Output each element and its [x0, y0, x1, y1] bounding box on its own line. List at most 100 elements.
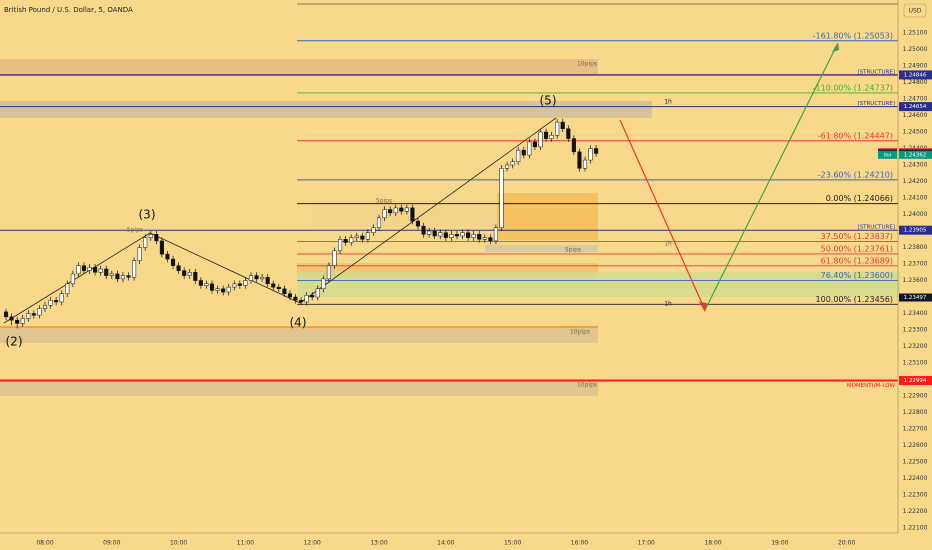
candle-body [365, 232, 370, 240]
candle-body [560, 121, 565, 129]
zone-label: 5pips [127, 227, 143, 234]
structure-label: [STRUCTURE] [857, 225, 895, 231]
candle-body [209, 283, 215, 291]
candle-body [388, 209, 393, 214]
y-tick-label: 1.23300 [903, 327, 928, 334]
y-tick-label: 1.23600 [903, 277, 928, 284]
wave-label: (5) [540, 94, 557, 108]
fib-label: 100.00% (1.23456) [816, 295, 893, 304]
x-tick-label: 11:00 [237, 540, 254, 547]
candle-body [538, 131, 543, 148]
fib-label: 37.50% (1.23837) [821, 232, 893, 241]
x-tick-label: 20:00 [838, 540, 855, 547]
candle-body [482, 237, 487, 240]
x-tick-label: 10:00 [170, 540, 187, 547]
zone [497, 193, 598, 240]
candle-body [254, 275, 259, 280]
candle-body [165, 253, 170, 260]
candle-body [354, 235, 359, 238]
candle-body [237, 283, 242, 286]
candle-body [59, 293, 64, 303]
candles [3, 118, 599, 329]
structure-badge [899, 225, 932, 235]
structure-badge-text: 1.24654 [904, 104, 927, 110]
candle-body [555, 121, 560, 136]
candle-body [349, 237, 354, 243]
y-tick-label: 1.23100 [903, 360, 928, 367]
candle-body [376, 217, 382, 228]
price-tag [878, 150, 897, 159]
x-tick-label: 15:00 [504, 540, 521, 547]
candle-body [566, 128, 571, 139]
wave-label: (2) [6, 335, 23, 349]
candle-body [221, 288, 226, 293]
candle-body [232, 283, 237, 288]
y-tick-label: 1.22400 [903, 475, 928, 482]
price-badge [899, 293, 932, 302]
wave-label: (4) [290, 316, 307, 330]
y-tick-label: 1.24500 [903, 129, 928, 136]
y-tick-label: 1.24300 [903, 162, 928, 169]
zone-label: 10pips [577, 382, 597, 389]
candle-body [109, 273, 114, 276]
currency-box [903, 3, 927, 18]
candle-body [582, 159, 588, 169]
candle-body [532, 141, 537, 148]
candle-body [148, 234, 153, 238]
price-badge-text: 1.23497 [904, 295, 927, 301]
structure-badge [899, 70, 932, 80]
candle-body [70, 273, 75, 285]
candle-body [15, 319, 20, 324]
candle-body [37, 308, 42, 316]
chart-title: British Pound / U.S. Dollar, 5, OANDA [4, 6, 133, 14]
candle-body [549, 135, 554, 139]
structure-badge-text: 1.23905 [904, 228, 927, 234]
candle-body [415, 220, 421, 227]
candle-body [154, 234, 159, 242]
candle-body [454, 234, 460, 237]
candle-body [338, 239, 343, 252]
y-tick-label: 1.24700 [903, 96, 928, 103]
x-tick-label: 17:00 [638, 540, 655, 547]
candle-body [299, 300, 304, 303]
fib-label: 50.00% (1.23761) [821, 244, 893, 253]
candle-body [271, 283, 276, 288]
zone-label: 1h [664, 301, 672, 308]
candle-body [243, 280, 248, 286]
candle-body [410, 207, 415, 222]
candle-body [399, 207, 404, 212]
projection-down [619, 119, 706, 311]
candle-body [3, 311, 9, 318]
y-tick-label: 1.22100 [903, 525, 928, 532]
structure-badge [899, 102, 932, 112]
fib-label: -110.00% (1.24737) [813, 83, 893, 92]
candle-body [510, 161, 515, 166]
axes: 1.22100 1.22200 1.22300 1.22400 1.22500 1.226… [36, 30, 932, 547]
candle-body [315, 288, 320, 298]
candle-body [466, 232, 471, 238]
y-tick-label: 1.25000 [903, 46, 928, 53]
zone-label: 10pips [570, 329, 590, 336]
candle-body [321, 278, 326, 290]
candle-body [577, 151, 582, 169]
candle-body [404, 207, 409, 212]
candle-body [137, 247, 142, 261]
candle-body [438, 232, 443, 237]
price-badge-text: 1.24362 [904, 152, 927, 158]
candle-body [427, 230, 432, 235]
candle-body [527, 141, 532, 156]
candle-body [226, 286, 231, 293]
x-tick-label: 08:00 [36, 540, 53, 547]
candle-body [48, 300, 53, 306]
candle-body [54, 300, 59, 303]
momentum-badge [899, 376, 932, 386]
x-tick-label: 09:00 [103, 540, 120, 547]
candle-body [120, 275, 125, 280]
zone-label: 5pips [376, 198, 392, 205]
y-tick-label: 1.22300 [903, 492, 928, 499]
arrowhead [699, 302, 707, 312]
candle-body [421, 225, 426, 235]
fib-label: -161.80% (1.25053) [813, 31, 893, 40]
x-tick-label: 18:00 [704, 540, 721, 547]
